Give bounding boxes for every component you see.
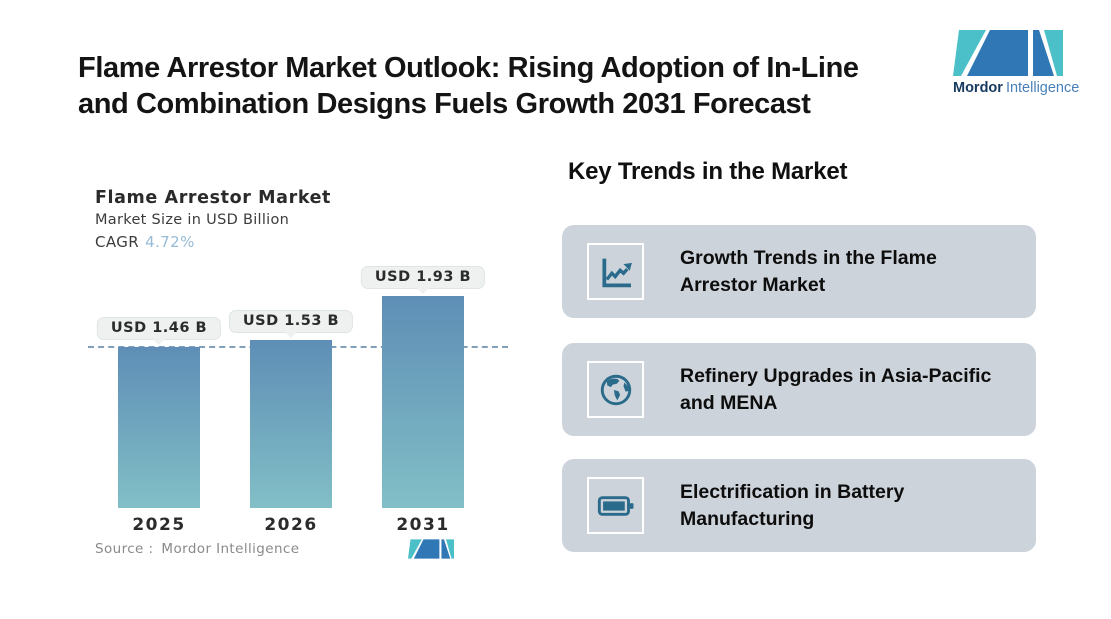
globe-icon	[587, 361, 644, 418]
bar-2025	[118, 347, 200, 508]
trend-card-refinery: Refinery Upgrades in Asia-Pacific and ME…	[562, 343, 1036, 436]
trend-card-refinery-label: Refinery Upgrades in Asia-Pacific and ME…	[680, 364, 992, 414]
trend-card-growth: Growth Trends in the Flame Arrestor Mark…	[562, 225, 1036, 318]
source-attribution: Source : Mordor Intelligence	[95, 541, 299, 557]
trend-card-battery: Electrification in Battery Manufacturing	[562, 459, 1036, 552]
cagr-label: CAGR	[95, 233, 140, 251]
logo-brand-bold: Mordor	[953, 80, 1003, 96]
x-axis-label: 2026	[264, 515, 318, 535]
page-title-line1: Flame Arrestor Market Outlook: Rising Ad…	[78, 52, 859, 84]
mini-logo-mark-icon	[408, 539, 454, 559]
cagr-value: 4.72%	[145, 233, 195, 251]
battery-icon	[587, 477, 644, 534]
trend-card-battery-label: Electrification in Battery Manufacturing	[680, 480, 905, 530]
bar-2031	[382, 296, 464, 508]
bar-chart-plot: USD 1.46 B 2025 USD 1.53 B 2026 USD 1.93 B 20…	[88, 260, 510, 540]
page-title-line2: and Combination Designs Fuels Growth 203…	[78, 88, 811, 120]
source-value: Mordor Intelligence	[161, 541, 300, 557]
logo-brand-light: Intelligence	[1005, 80, 1080, 96]
mordor-intelligence-logo: Mordor Intelligence	[953, 30, 1079, 96]
x-axis-label: 2031	[396, 515, 450, 535]
trend-card-growth-label: Growth Trends in the Flame Arrestor Mark…	[680, 246, 937, 296]
value-callout: USD 1.93 B	[360, 266, 486, 289]
mordor-logo-mark-icon	[953, 30, 1063, 76]
trends-heading: Key Trends in the Market	[568, 158, 848, 185]
logo-wordmark: Mordor Intelligence	[953, 80, 1079, 96]
value-callout: USD 1.46 B	[96, 317, 222, 340]
source-label: Source :	[95, 541, 154, 557]
bar-2026	[250, 340, 332, 508]
value-callout: USD 1.53 B	[228, 310, 354, 333]
x-axis-label: 2025	[132, 515, 186, 535]
page-title: Flame Arrestor Market Outlook: Rising Ad…	[78, 50, 859, 122]
chart-subtitle: Market Size in USD Billion	[95, 212, 290, 228]
chart-cagr: CAGR 4.72%	[95, 233, 195, 251]
chart-title: Flame Arrestor Market	[95, 188, 332, 208]
line-chart-icon	[587, 243, 644, 300]
